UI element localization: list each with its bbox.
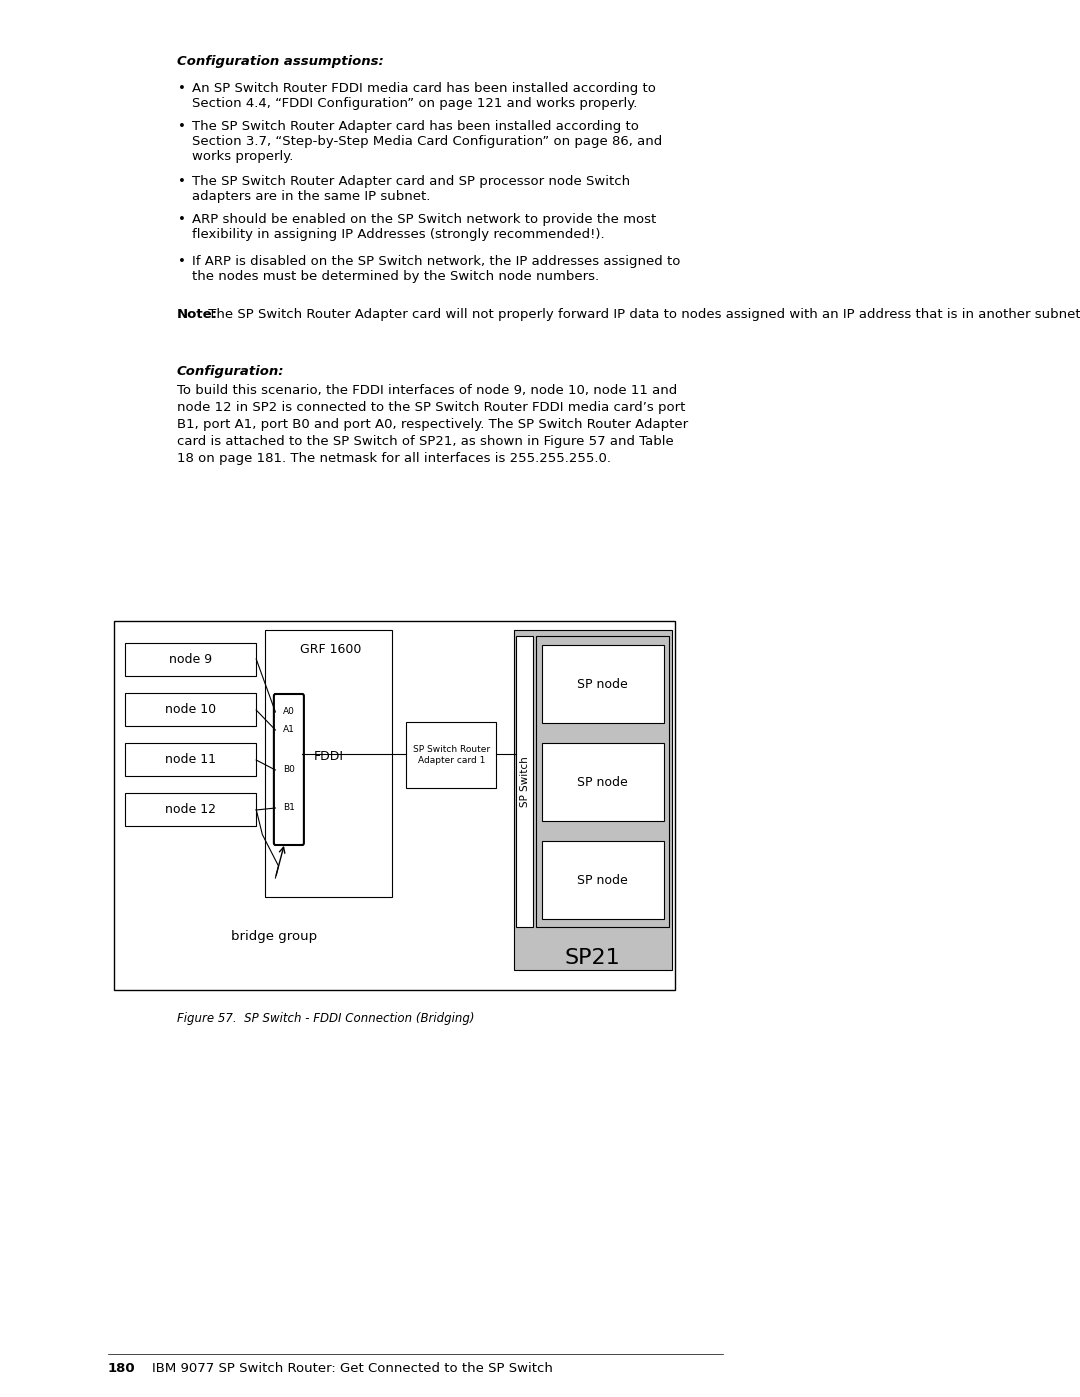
Bar	[541, 645, 664, 724]
Text: •: •	[178, 256, 187, 268]
Bar	[125, 643, 256, 676]
Text: The SP Switch Router Adapter card has been installed according to
Section 3.7, “: The SP Switch Router Adapter card has be…	[192, 120, 663, 163]
Text: bridge group: bridge group	[231, 930, 316, 943]
Text: The SP Switch Router Adapter card and SP processor node Switch
adapters are in t: The SP Switch Router Adapter card and SP…	[192, 175, 631, 203]
Text: SP node: SP node	[578, 775, 629, 788]
Text: An SP Switch Router FDDI media card has been installed according to
Section 4.4,: An SP Switch Router FDDI media card has …	[192, 82, 657, 110]
Bar	[514, 630, 672, 970]
Bar	[266, 630, 392, 897]
Text: 180: 180	[108, 1362, 135, 1375]
Bar	[113, 622, 675, 990]
Text: B1: B1	[283, 803, 295, 813]
Text: If ARP is disabled on the SP Switch network, the IP addresses assigned to
the no: If ARP is disabled on the SP Switch netw…	[192, 256, 680, 284]
Text: IBM 9077 SP Switch Router: Get Connected to the SP Switch: IBM 9077 SP Switch Router: Get Connected…	[135, 1362, 553, 1375]
FancyBboxPatch shape	[274, 694, 303, 845]
Text: GRF 1600: GRF 1600	[300, 643, 362, 657]
Bar	[541, 743, 664, 821]
Text: To build this scenario, the FDDI interfaces of node 9, node 10, node 11 and
node: To build this scenario, the FDDI interfa…	[177, 384, 688, 465]
Text: Configuration assumptions:: Configuration assumptions:	[177, 54, 383, 68]
Text: •: •	[178, 82, 187, 95]
Text: B0: B0	[283, 766, 295, 774]
Text: FDDI: FDDI	[314, 750, 343, 764]
Text: node 10: node 10	[165, 703, 216, 717]
Text: SP Switch: SP Switch	[519, 756, 529, 807]
Text: node 9: node 9	[170, 652, 213, 666]
Bar	[406, 722, 496, 788]
Bar	[125, 743, 256, 775]
Bar	[541, 841, 664, 919]
Text: Figure 57.  SP Switch - FDDI Connection (Bridging): Figure 57. SP Switch - FDDI Connection (…	[177, 1011, 474, 1025]
Text: node 12: node 12	[165, 803, 216, 816]
Text: Configuration:: Configuration:	[177, 365, 284, 379]
Text: •: •	[178, 120, 187, 133]
Text: SP node: SP node	[578, 873, 629, 887]
Text: node 11: node 11	[165, 753, 216, 766]
Bar	[516, 636, 534, 928]
Text: SP node: SP node	[578, 678, 629, 690]
Text: The SP Switch Router Adapter card will not properly forward IP data to nodes ass: The SP Switch Router Adapter card will n…	[204, 307, 1080, 321]
Text: SP Switch Router
Adapter card 1: SP Switch Router Adapter card 1	[413, 746, 489, 764]
Text: A0: A0	[283, 707, 295, 717]
Text: Note:: Note:	[177, 307, 218, 321]
Bar	[125, 793, 256, 826]
Text: A1: A1	[283, 725, 295, 735]
Text: •: •	[178, 175, 187, 189]
Text: SP21: SP21	[565, 949, 621, 968]
Bar	[125, 693, 256, 726]
Bar	[537, 636, 670, 928]
Text: ARP should be enabled on the SP Switch network to provide the most
flexibility i: ARP should be enabled on the SP Switch n…	[192, 212, 657, 242]
Text: •: •	[178, 212, 187, 226]
